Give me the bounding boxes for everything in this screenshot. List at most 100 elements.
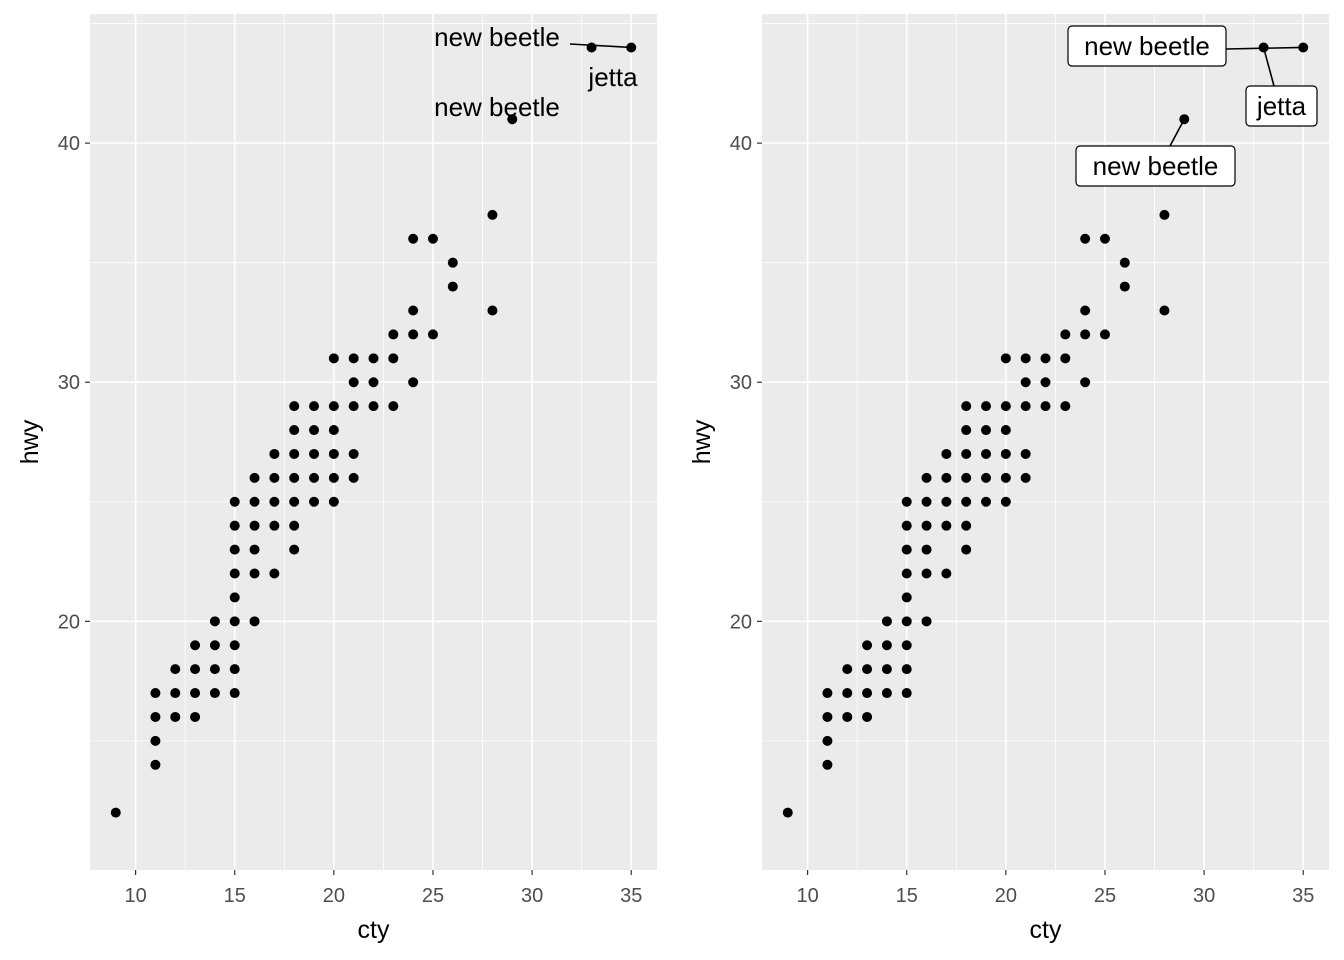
data-point: [881, 664, 892, 675]
data-point: [170, 688, 181, 699]
data-point: [269, 448, 280, 459]
data-point: [269, 568, 280, 579]
data-point: [309, 496, 320, 507]
data-point: [961, 520, 972, 531]
data-point: [368, 377, 379, 388]
data-point: [229, 496, 240, 507]
data-point: [961, 472, 972, 483]
data-point: [941, 472, 952, 483]
data-point: [1119, 257, 1130, 268]
data-point: [1040, 353, 1051, 364]
data-point: [1040, 377, 1051, 388]
data-point: [961, 401, 972, 412]
data-point: [229, 592, 240, 603]
data-point: [961, 544, 972, 555]
data-point: [427, 233, 438, 244]
data-point: [368, 401, 379, 412]
data-point: [1000, 353, 1011, 364]
data-point: [328, 496, 339, 507]
data-point: [1080, 329, 1091, 340]
data-point: [1099, 329, 1110, 340]
x-tick-label: 25: [1094, 885, 1116, 907]
data-point: [941, 496, 952, 507]
data-point: [941, 448, 952, 459]
data-point: [1020, 472, 1031, 483]
data-point: [1020, 377, 1031, 388]
y-tick-label: 40: [730, 133, 752, 155]
data-point: [981, 448, 992, 459]
data-point: [229, 640, 240, 651]
x-tick-label: 30: [521, 885, 543, 907]
x-tick-label: 35: [620, 885, 642, 907]
annotation-connector: [1169, 118, 1185, 147]
data-point: [921, 616, 932, 627]
data-point: [901, 496, 912, 507]
data-point: [941, 520, 952, 531]
data-point: [289, 520, 300, 531]
data-point: [1000, 472, 1011, 483]
data-point: [1159, 209, 1170, 220]
data-point: [328, 401, 339, 412]
annotation-label: jetta: [587, 62, 638, 92]
data-point: [269, 496, 280, 507]
data-point: [842, 711, 853, 722]
data-point: [229, 520, 240, 531]
data-point: [961, 425, 972, 436]
data-point: [289, 425, 300, 436]
annotation-connector: [569, 43, 632, 49]
data-point: [289, 544, 300, 555]
data-point: [881, 640, 892, 651]
data-point: [1159, 305, 1170, 316]
data-point: [249, 616, 260, 627]
data-point: [901, 664, 912, 675]
data-point: [921, 520, 932, 531]
data-point: [961, 496, 972, 507]
data-point: [981, 401, 992, 412]
data-point: [229, 544, 240, 555]
data-point: [881, 616, 892, 627]
data-point: [1080, 377, 1091, 388]
data-point: [289, 401, 300, 412]
data-point: [388, 353, 399, 364]
x-tick-label: 10: [796, 885, 818, 907]
data-point: [1020, 353, 1031, 364]
data-point: [249, 544, 260, 555]
data-point: [1040, 401, 1051, 412]
data-point: [309, 472, 320, 483]
data-point: [586, 42, 597, 53]
data-point: [170, 711, 181, 722]
data-point: [408, 305, 419, 316]
data-point: [921, 568, 932, 579]
data-point: [150, 735, 161, 746]
annotation-label: new beetle: [1084, 31, 1210, 61]
data-point: [1000, 448, 1011, 459]
data-point: [229, 568, 240, 579]
data-point: [487, 305, 498, 316]
annotation-label: new beetle: [434, 92, 560, 122]
data-point: [901, 640, 912, 651]
data-point: [981, 496, 992, 507]
data-point: [921, 496, 932, 507]
data-point: [209, 616, 220, 627]
y-axis-title: hwy: [16, 419, 44, 464]
data-point: [249, 520, 260, 531]
data-point: [348, 448, 359, 459]
data-point: [150, 711, 161, 722]
data-point: [408, 233, 419, 244]
data-point: [782, 807, 793, 818]
data-point: [190, 640, 201, 651]
data-point: [447, 257, 458, 268]
data-point: [941, 568, 952, 579]
plot-background: [90, 14, 657, 870]
data-point: [209, 640, 220, 651]
data-point: [190, 711, 201, 722]
data-point: [289, 496, 300, 507]
data-point: [901, 616, 912, 627]
x-tick-label: 15: [224, 885, 246, 907]
right-plot-panel: 10 15 20 25 30 35 20 30 40 cty hwy new beetle jetta n…: [688, 14, 1329, 944]
data-point: [822, 735, 833, 746]
x-tick-label: 10: [124, 885, 146, 907]
data-point: [209, 688, 220, 699]
data-point: [249, 472, 260, 483]
data-point: [309, 448, 320, 459]
